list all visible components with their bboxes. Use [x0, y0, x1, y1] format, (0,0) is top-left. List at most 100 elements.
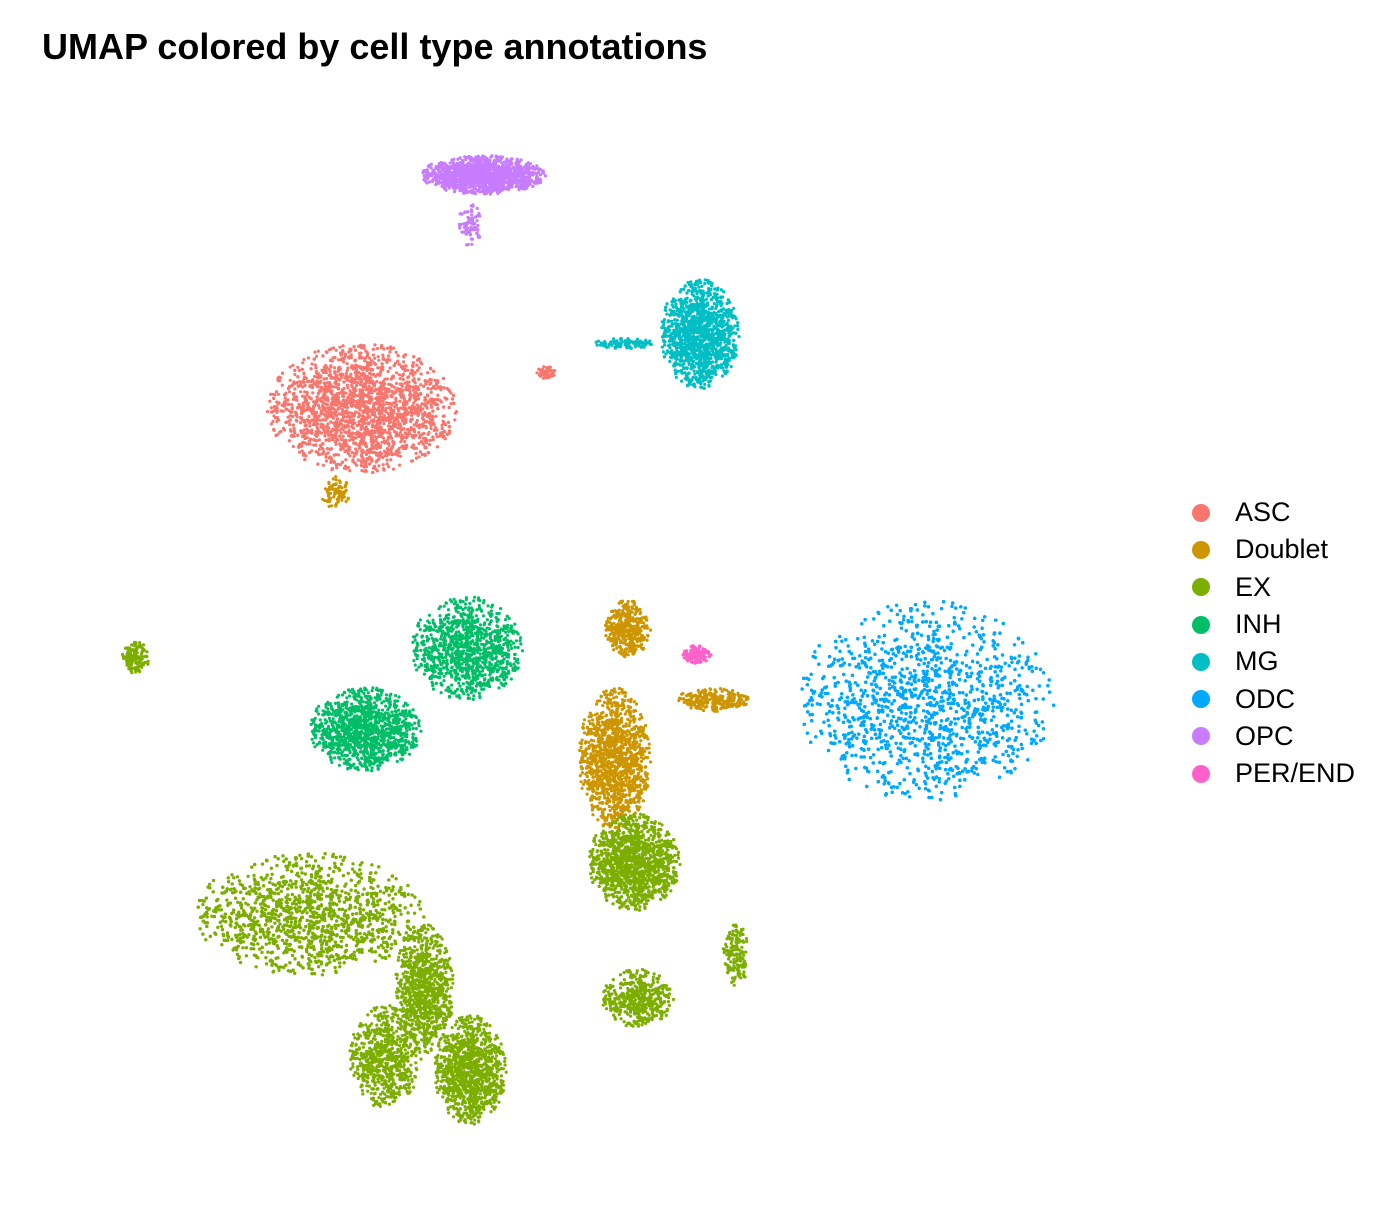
- point: [394, 381, 399, 385]
- point: [596, 791, 601, 795]
- point: [608, 691, 613, 696]
- point: [542, 365, 546, 369]
- point: [598, 801, 602, 805]
- point: [689, 700, 693, 704]
- point: [373, 431, 377, 435]
- point: [619, 746, 623, 750]
- point: [349, 420, 353, 425]
- point: [622, 706, 626, 710]
- point: [624, 740, 629, 744]
- point: [336, 407, 340, 411]
- point: [599, 760, 603, 764]
- point: [447, 425, 451, 429]
- point: [609, 749, 613, 753]
- point: [285, 402, 289, 406]
- point: [627, 809, 631, 813]
- point: [321, 442, 325, 446]
- point: [324, 413, 329, 417]
- point: [290, 406, 294, 411]
- point: [368, 387, 372, 391]
- point: [393, 405, 397, 409]
- point: [316, 403, 321, 408]
- point: [428, 443, 432, 447]
- point: [383, 429, 387, 433]
- point: [344, 372, 348, 376]
- point: [715, 707, 719, 711]
- point: [631, 607, 635, 611]
- point: [400, 437, 404, 441]
- point: [596, 744, 600, 748]
- point: [635, 620, 639, 625]
- point: [341, 394, 345, 398]
- point: [341, 398, 345, 403]
- point: [428, 438, 432, 442]
- point: [422, 402, 427, 406]
- point: [588, 711, 592, 715]
- point: [404, 419, 408, 423]
- point: [335, 466, 339, 470]
- point: [411, 443, 415, 447]
- point: [379, 366, 383, 370]
- point: [625, 760, 629, 764]
- point: [392, 420, 396, 424]
- point: [637, 771, 641, 775]
- point: [429, 366, 433, 370]
- point: [687, 692, 691, 696]
- point: [681, 691, 685, 696]
- point: [444, 397, 448, 401]
- point: [580, 767, 585, 771]
- point: [296, 406, 300, 410]
- point: [625, 747, 630, 751]
- point: [614, 695, 619, 699]
- point: [355, 423, 359, 428]
- point: [310, 418, 315, 422]
- point: [616, 788, 620, 792]
- point: [346, 465, 350, 470]
- point: [616, 783, 620, 787]
- point: [642, 646, 646, 651]
- point: [383, 386, 387, 390]
- point: [341, 434, 345, 438]
- point: [591, 722, 595, 726]
- point: [417, 377, 421, 381]
- point: [642, 621, 646, 625]
- point: [615, 646, 619, 650]
- point: [398, 382, 402, 386]
- point: [579, 745, 583, 750]
- point: [402, 355, 406, 359]
- point: [311, 378, 315, 382]
- point: [417, 357, 421, 361]
- point: [317, 389, 322, 393]
- point: [358, 446, 362, 450]
- point: [378, 415, 382, 419]
- point: [685, 701, 689, 706]
- cluster-asc-1: [535, 365, 557, 380]
- point: [643, 765, 648, 769]
- point: [323, 434, 327, 438]
- point: [400, 445, 404, 449]
- point: [337, 368, 341, 372]
- point: [389, 451, 393, 455]
- point: [423, 445, 427, 449]
- point: [274, 390, 279, 394]
- point: [367, 384, 371, 388]
- point: [331, 346, 336, 350]
- point: [360, 356, 364, 360]
- point: [343, 449, 347, 454]
- point: [406, 427, 410, 432]
- point: [426, 386, 430, 391]
- point: [623, 603, 627, 607]
- point: [300, 367, 304, 371]
- point: [602, 793, 607, 797]
- point: [351, 387, 355, 391]
- point: [343, 411, 347, 415]
- point: [698, 703, 703, 707]
- point: [626, 768, 630, 772]
- point: [641, 778, 645, 782]
- point: [609, 751, 613, 756]
- point: [339, 437, 343, 441]
- point: [592, 727, 596, 731]
- point: [400, 374, 404, 378]
- point: [715, 699, 719, 703]
- point: [628, 779, 633, 783]
